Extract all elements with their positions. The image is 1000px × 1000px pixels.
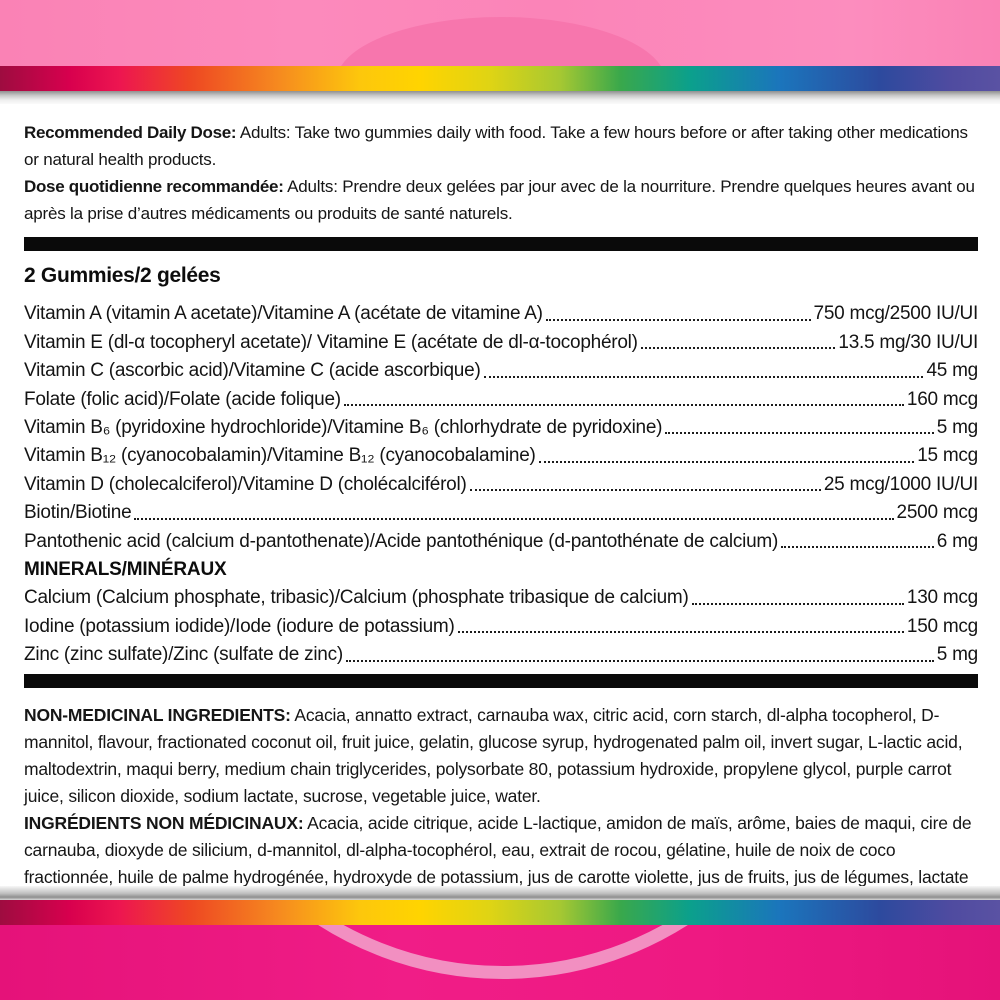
ingredient-amount: 750 mcg/2500 IU/UI: [813, 303, 979, 325]
ingredient-name: Iodine (potassium iodide)/Iode (iodure d…: [24, 615, 455, 637]
ingredient-table: Vitamin A (vitamin A acetate)/Vitamine A…: [24, 297, 978, 666]
ingredient-row: Vitamin E (dl-α tocopheryl acetate)/ Vit…: [24, 325, 978, 353]
top-pink-band: [0, 0, 1000, 66]
ingredient-name: Vitamin E (dl-α tocopheryl acetate)/ Vit…: [24, 331, 638, 353]
ingredient-amount: 45 mg: [926, 360, 978, 382]
ingredient-row: Biotin/Biotine 2500 mcg: [24, 496, 978, 524]
dot-leader: [538, 460, 915, 463]
dot-leader: [469, 489, 821, 492]
ingredient-amount: 5 mg: [936, 416, 979, 438]
silver-stripe-top: [0, 91, 1000, 104]
ingredient-row: Zinc (zinc sulfate)/Zinc (sulfate de zin…: [24, 638, 978, 666]
non-medicinal-text-en: Acacia, annatto extract, carnauba wax, c…: [24, 705, 963, 807]
dot-leader: [345, 659, 934, 662]
non-medicinal-paragraph-en: NON-MEDICINAL INGREDIENTS: Acacia, annat…: [24, 702, 978, 810]
ingredient-name: Calcium (Calcium phosphate, tribasic)/Ca…: [24, 587, 689, 609]
ingredient-row: Vitamin C (ascorbic acid)/Vitamine C (ac…: [24, 354, 978, 382]
dosage-text-fr: Adults: Prendre deux gelées par jour ave…: [24, 177, 975, 223]
ingredient-name: Vitamin D (cholecalciferol)/Vitamine D (…: [24, 473, 467, 495]
ingredient-row: Vitamin D (cholecalciferol)/Vitamine D (…: [24, 467, 978, 495]
ingredient-row: Pantothenic acid (calcium d-pantothenate…: [24, 524, 978, 552]
ingredient-name: Biotin/Biotine: [24, 502, 132, 524]
label-body: Recommended Daily Dose: Adults: Take two…: [0, 104, 1000, 941]
ingredient-amount: 160 mcg: [906, 388, 978, 410]
ingredient-name: Vitamin A (vitamin A acetate)/Vitamine A…: [24, 303, 543, 325]
dot-leader: [343, 404, 904, 407]
ingredient-amount: 13.5 mg/30 IU/UI: [838, 331, 978, 353]
ingredient-amount: 130 mcg: [906, 587, 978, 609]
ingredient-amount: 2500 mcg: [896, 502, 979, 524]
dosage-label-fr: Dose quotidienne recommandée:: [24, 177, 284, 196]
rainbow-stripe-top: [0, 66, 1000, 91]
dot-leader: [483, 375, 924, 378]
bottom-pink-band: [0, 925, 1000, 1000]
rainbow-stripe-bottom: [0, 900, 1000, 925]
ingredient-amount: 25 mcg/1000 IU/UI: [823, 473, 978, 495]
dot-leader: [640, 347, 836, 350]
dot-leader: [457, 631, 904, 634]
bottom-arc-shape: [160, 925, 846, 979]
dosage-paragraph-en: Recommended Daily Dose: Adults: Take two…: [24, 119, 978, 173]
divider-bar-bottom: [24, 674, 978, 689]
silver-stripe-bottom: [0, 886, 1000, 900]
ingredient-amount: 5 mg: [936, 644, 979, 666]
dot-leader: [781, 546, 934, 549]
top-dome-shape: [336, 17, 666, 66]
ingredient-name: Pantothenic acid (calcium d-pantothenate…: [24, 530, 779, 552]
dot-leader: [545, 318, 811, 321]
ingredient-row: Iodine (potassium iodide)/Iode (iodure d…: [24, 609, 978, 637]
non-medicinal-label-fr: INGRÉDIENTS NON MÉDICINAUX:: [24, 813, 304, 834]
ingredient-row: Vitamin A (vitamin A acetate)/Vitamine A…: [24, 297, 978, 325]
dosage-text-en: Adults: Take two gummies daily with food…: [24, 123, 968, 169]
ingredient-amount: 6 mg: [936, 530, 979, 552]
divider-bar-top: [24, 237, 978, 251]
ingredient-row: Vitamin B₆ (pyridoxine hydrochloride)/Vi…: [24, 411, 978, 439]
dot-leader: [691, 602, 904, 605]
ingredient-amount: 15 mcg: [917, 445, 978, 467]
ingredient-name: Folate (folic acid)/Folate (acide foliqu…: [24, 388, 341, 410]
ingredient-row: Calcium (Calcium phosphate, tribasic)/Ca…: [24, 581, 978, 609]
ingredient-name: Vitamin B₆ (pyridoxine hydrochloride)/Vi…: [24, 416, 663, 438]
ingredient-row: Vitamin B₁₂ (cyanocobalamin)/Vitamine B₁…: [24, 439, 978, 467]
ingredient-row: Folate (folic acid)/Folate (acide foliqu…: [24, 382, 978, 410]
ingredient-amount: 150 mcg: [906, 615, 978, 637]
ingredient-name: Vitamin C (ascorbic acid)/Vitamine C (ac…: [24, 360, 481, 382]
non-medicinal-label-en: NON-MEDICINAL INGREDIENTS:: [24, 705, 291, 726]
dosage-label-en: Recommended Daily Dose:: [24, 123, 237, 142]
serving-size-header: 2 Gummies/2 gelées: [24, 264, 221, 287]
ingredient-name: Zinc (zinc sulfate)/Zinc (sulfate de zin…: [24, 644, 343, 666]
dot-leader: [134, 517, 894, 520]
ingredient-name: Vitamin B₁₂ (cyanocobalamin)/Vitamine B₁…: [24, 445, 536, 467]
dot-leader: [665, 432, 934, 435]
dosage-paragraph-fr: Dose quotidienne recommandée: Adults: Pr…: [24, 173, 978, 227]
minerals-section-header: MINERALS/MINÉRAUX: [24, 558, 227, 580]
